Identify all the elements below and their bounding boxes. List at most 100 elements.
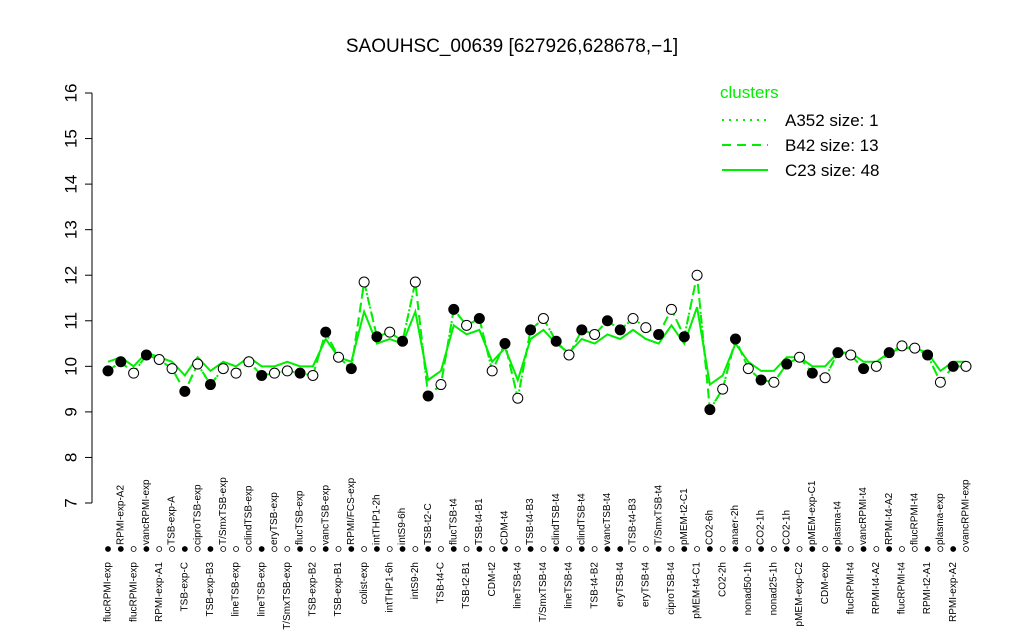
x-tick-label: colist-exp	[359, 562, 370, 605]
sample-dot	[233, 546, 239, 552]
x-tick-label: nonad25-1h	[769, 562, 780, 615]
sample-point	[819, 372, 831, 384]
sample-point	[806, 367, 818, 379]
x-tick-label: flucRPMI-exp	[103, 562, 114, 622]
sample-point	[563, 349, 575, 361]
sample-dot	[297, 546, 303, 552]
x-tick-label: T/SmxTSB-exp	[282, 562, 293, 630]
x-tick-label: flucRPMI-t4	[845, 562, 856, 615]
x-tick-label: clindTSB-t4	[551, 493, 562, 545]
sample-dot	[527, 546, 534, 552]
sample-dot	[796, 546, 803, 552]
sample-point	[768, 376, 780, 388]
x-tick-label: intTHP1-2h	[372, 494, 383, 545]
x-tick-label: TSB-exp-B2	[308, 562, 319, 617]
x-tick-label: flucTSB-exp	[295, 490, 306, 545]
sample-dot	[284, 546, 291, 552]
sample-point	[294, 367, 306, 379]
cluster-line	[107, 275, 966, 413]
sample-dot	[335, 546, 342, 552]
sample-dot	[463, 546, 470, 552]
sample-point	[742, 363, 754, 375]
y-tick-label: 13	[61, 220, 80, 239]
sample-dot	[732, 546, 739, 552]
x-tick-label: TSB-t4-C	[436, 562, 447, 604]
sample-point	[794, 351, 806, 363]
sample-dot	[514, 546, 521, 552]
sample-dot	[348, 546, 355, 552]
sample-dot	[450, 546, 457, 552]
sample-point	[268, 367, 280, 379]
sample-dot	[309, 546, 316, 552]
sample-dot	[950, 546, 957, 552]
sample-dot	[681, 546, 688, 552]
sample-point	[845, 349, 857, 361]
sample-point	[256, 369, 268, 381]
y-tick-label: 14	[61, 175, 80, 194]
x-tick-label: pMEM-exp-C2	[794, 562, 805, 627]
sample-dot	[502, 546, 508, 552]
x-tick-label: ciproTSB-exp	[192, 484, 203, 545]
x-tick-label: RPMI-t4-A2	[884, 492, 895, 545]
x-tick-label: flucTSB-t4	[448, 498, 459, 545]
sample-point	[397, 335, 409, 347]
sample-dot	[258, 546, 265, 552]
x-tick-label: eryTSB-t4	[615, 562, 626, 607]
x-tick-label: TSB-exp-B1	[333, 562, 344, 617]
sample-point	[704, 404, 716, 416]
sample-dot	[361, 546, 368, 552]
sample-point	[537, 313, 549, 324]
sample-dot	[194, 546, 201, 552]
sample-point	[858, 363, 870, 375]
sample-point	[243, 356, 255, 368]
sample-point	[179, 385, 191, 397]
x-tick-label: vancTSB-exp	[320, 485, 331, 545]
x-tick-label: TSB-exp-B3	[205, 562, 216, 617]
sample-dot	[322, 546, 329, 552]
sample-point	[435, 379, 447, 391]
sample-point	[115, 356, 127, 368]
sample-point	[358, 276, 370, 288]
x-tick-label: TSB-t2-C	[423, 503, 434, 545]
x-tick-label: T/SmxTSB-t4	[538, 562, 549, 622]
sample-dot	[745, 546, 752, 552]
sample-dot	[783, 546, 790, 552]
x-tick-label: TSB-t4-B3	[525, 498, 536, 545]
sample-point	[320, 326, 332, 338]
sample-dot	[438, 546, 444, 552]
sample-point	[128, 367, 140, 379]
sample-dot	[911, 546, 918, 552]
sample-dot	[578, 546, 585, 552]
x-tick-label: CO2-1h	[756, 510, 767, 545]
x-tick-label: clindTSB-exp	[244, 485, 255, 545]
sample-dot	[655, 546, 662, 552]
sample-dot	[642, 546, 649, 552]
sample-point	[192, 358, 204, 370]
cluster-line	[107, 275, 966, 413]
y-tick-label: 9	[61, 407, 80, 416]
x-tick-label: eryTSB-exp	[269, 492, 280, 545]
x-tick-label: clindTSB-t4	[576, 493, 587, 545]
sample-point	[461, 319, 473, 331]
sample-point	[550, 335, 562, 347]
sample-dot	[937, 546, 944, 552]
sample-dot	[591, 546, 598, 552]
sample-dot	[924, 546, 931, 552]
sample-dot	[860, 546, 867, 552]
x-tick-label: CDM-exp	[820, 562, 831, 605]
sample-dot	[706, 546, 713, 552]
sample-point	[922, 349, 934, 361]
sample-dot	[143, 546, 150, 552]
x-tick-label: pMEM-exp-C1	[807, 480, 818, 545]
x-tick-label: RPMI-exp-A1	[154, 562, 165, 622]
sample-point	[947, 360, 959, 372]
sample-point	[409, 276, 421, 288]
sample-point	[883, 347, 895, 359]
y-tick-label: 7	[61, 498, 80, 507]
sample-point	[678, 331, 690, 343]
sample-point	[140, 349, 152, 361]
sample-dot	[271, 546, 278, 552]
sample-point	[281, 365, 293, 377]
sample-point	[640, 322, 652, 334]
sample-point	[512, 392, 524, 404]
